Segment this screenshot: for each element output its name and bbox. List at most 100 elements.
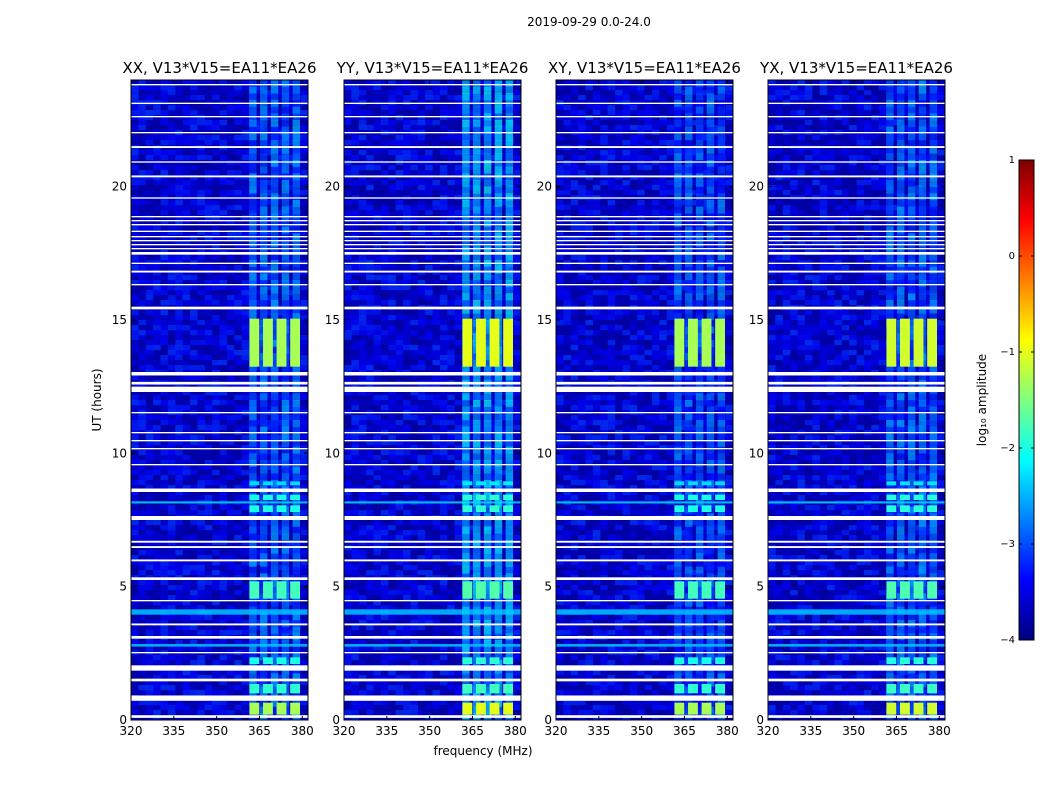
x-tick-label: 365 <box>248 724 271 738</box>
rfi-block <box>503 481 514 486</box>
rfi-block <box>900 505 910 512</box>
rfi-block <box>913 494 924 500</box>
rfi-block <box>927 318 938 367</box>
flagged-row <box>556 665 733 671</box>
flagged-row <box>768 244 945 246</box>
rfi-block <box>476 505 486 512</box>
rfi-block <box>701 318 712 367</box>
panel-title: XX, V13*V15=EA11*EA26 <box>122 59 316 77</box>
flagged-row <box>131 236 308 238</box>
flagged-row <box>344 540 521 543</box>
flagged-row <box>768 284 945 286</box>
rfi-block <box>886 684 897 694</box>
rfi-block <box>913 481 924 486</box>
x-tick-label: 350 <box>630 724 653 738</box>
flagged-row <box>768 448 945 450</box>
flagged-row <box>768 546 945 548</box>
flagged-row <box>556 102 733 104</box>
rfi-block <box>701 581 712 599</box>
flagged-row <box>768 516 945 520</box>
flagged-row <box>768 146 945 148</box>
flagged-row <box>131 224 308 226</box>
colorbar-tick-label: 1 <box>1009 155 1015 166</box>
flagged-row <box>556 236 733 238</box>
flagged-row <box>131 540 308 543</box>
flagged-row <box>556 381 733 385</box>
y-tick-label: 10 <box>749 446 764 460</box>
rfi-block <box>276 581 287 599</box>
flagged-row <box>556 84 733 86</box>
rfi-block <box>489 657 500 664</box>
panel-frame <box>343 79 522 721</box>
rfi-block <box>263 494 273 500</box>
flagged-row <box>131 146 308 148</box>
colorbar: 1 0 −1 −2 −3 −4 log₁₀ amplitude <box>975 155 1035 646</box>
flagged-row <box>768 236 945 238</box>
flagged-row <box>344 236 521 238</box>
flagged-row <box>344 695 521 701</box>
flagged-row <box>131 372 308 376</box>
rfi-block <box>489 505 500 512</box>
rfi-block <box>900 684 910 694</box>
panel-title: XY, V13*V15=EA11*EA26 <box>548 59 741 77</box>
flagged-row <box>768 240 945 242</box>
flagged-row <box>768 216 945 218</box>
rfi-block <box>715 494 726 500</box>
flagged-row <box>131 161 308 163</box>
rfi-block <box>674 318 685 367</box>
flagged-row <box>768 224 945 226</box>
rfi-block <box>674 702 685 715</box>
colorbar-tick-label: −3 <box>1000 539 1015 550</box>
flagged-row <box>344 270 521 273</box>
flagged-row <box>344 412 521 414</box>
flagged-row <box>131 695 308 701</box>
rfi-block <box>674 657 685 664</box>
rfi-block <box>263 702 273 715</box>
flagged-row <box>344 252 521 255</box>
rfi-block <box>886 657 897 664</box>
x-tick-label: 335 <box>162 724 185 738</box>
flagged-row <box>556 175 733 178</box>
rfi-block <box>900 481 910 486</box>
rfi-block <box>886 581 897 599</box>
flagged-row <box>131 102 308 104</box>
panel-1: XX, V13*V15=EA11*EA26 320 335 350 365 380 0 5 10… <box>112 59 317 738</box>
y-tick-label: 5 <box>332 580 340 594</box>
flagged-row <box>768 577 945 580</box>
rfi-block <box>715 318 726 367</box>
rfi-block <box>276 494 287 500</box>
x-tick-label: 365 <box>461 724 484 738</box>
flagged-row <box>344 372 521 376</box>
flagged-row <box>768 175 945 178</box>
flagged-row <box>768 262 945 264</box>
rfi-block <box>489 684 500 694</box>
flagged-row <box>344 665 521 671</box>
rfi-block <box>290 318 301 367</box>
flagged-row <box>131 216 308 218</box>
rfi-block <box>290 657 301 664</box>
flagged-row <box>344 577 521 580</box>
flagged-row <box>131 248 308 250</box>
rfi-block <box>503 684 514 694</box>
rfi-block <box>913 505 924 512</box>
rfi-block <box>462 702 473 715</box>
rfi-block <box>886 318 897 367</box>
flagged-row <box>131 440 308 442</box>
flagged-row <box>131 715 308 718</box>
colorbar-tick-label: −2 <box>1000 443 1015 454</box>
x-tick-label: 320 <box>545 724 568 738</box>
rfi-block <box>263 684 273 694</box>
panel-3: XY, V13*V15=EA11*EA26 320 335 350 365 380 0 5 10… <box>537 59 741 738</box>
rfi-block <box>462 318 473 367</box>
flagged-row <box>556 440 733 442</box>
flagged-row <box>131 577 308 580</box>
rfi-block <box>503 657 514 664</box>
rfi-block <box>263 657 273 664</box>
flagged-row <box>344 220 521 222</box>
flagged-row <box>556 464 733 466</box>
rfi-block <box>886 494 897 500</box>
x-tick-label: 380 <box>504 724 527 738</box>
flagged-row <box>131 306 308 310</box>
flagged-row <box>556 448 733 450</box>
y-tick-label: 0 <box>119 713 127 727</box>
